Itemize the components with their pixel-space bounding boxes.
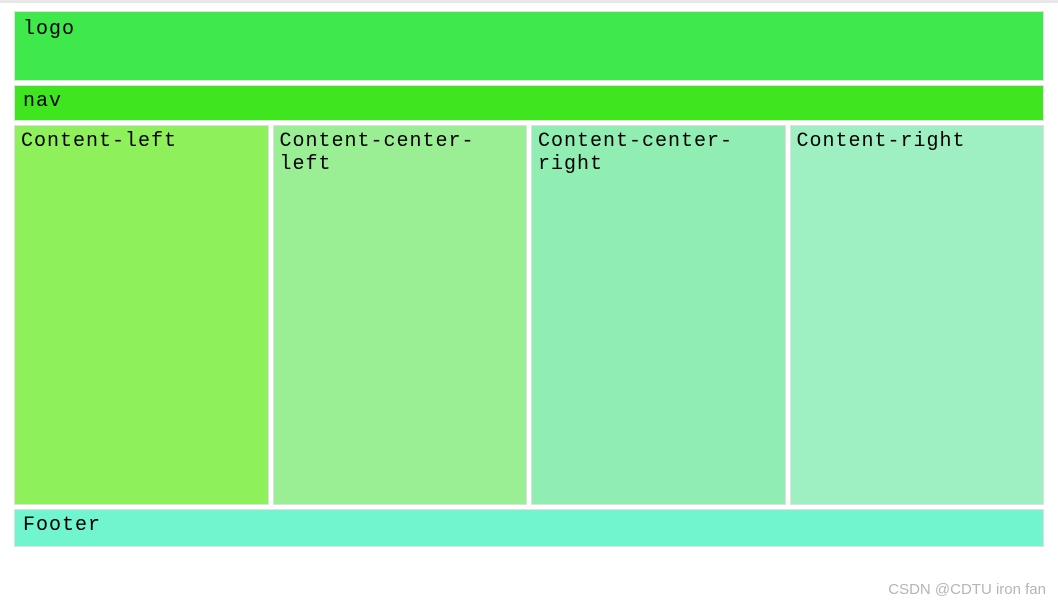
top-divider bbox=[0, 0, 1058, 3]
content-right: Content-right bbox=[790, 125, 1045, 505]
watermark-text: CSDN @CDTU iron fan bbox=[888, 581, 1046, 598]
content-left: Content-left bbox=[14, 125, 269, 505]
nav-region: nav bbox=[14, 85, 1044, 121]
header-logo-region: logo bbox=[14, 11, 1044, 81]
content-center-left: Content-center-left bbox=[273, 125, 528, 505]
content-center-right: Content-center-right bbox=[531, 125, 786, 505]
footer-region: Footer bbox=[14, 509, 1044, 547]
content-row: Content-left Content-center-left Content… bbox=[14, 125, 1044, 505]
